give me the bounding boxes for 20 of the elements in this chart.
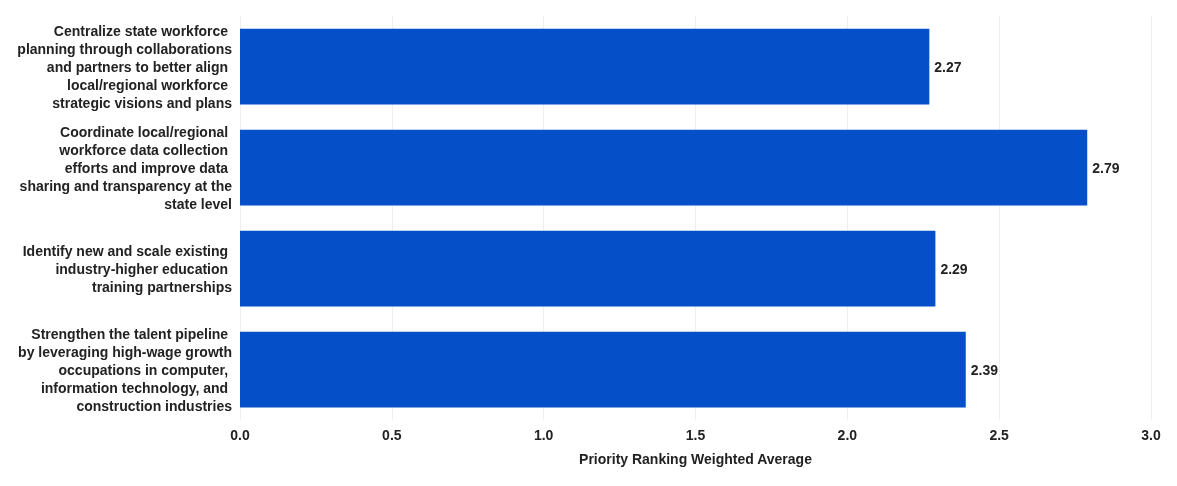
x-tick-label: 2.5 — [989, 427, 1010, 443]
y-tick-label: Identify new and scale existing industry-higher education training partnerships — [22, 242, 233, 295]
x-tick-label: 1.5 — [685, 427, 706, 443]
data-label: 2.27 — [934, 58, 962, 75]
x-tick-label: 3.0 — [1141, 427, 1161, 443]
x-tick-label: 0.0 — [230, 427, 250, 443]
bar — [240, 129, 1088, 206]
bar — [240, 331, 966, 408]
data-label: 2.79 — [1092, 159, 1120, 176]
x-tick-label: 1.0 — [533, 427, 554, 443]
bar — [240, 230, 936, 307]
y-tick-label: Coordinate local/regional workforce data collection efforts and improve data sharing and transparency at the state level — [19, 123, 233, 212]
data-label: 2.39 — [970, 361, 999, 378]
bar — [240, 28, 930, 105]
data-label: 2.29 — [940, 260, 968, 277]
x-tick-label: 2.0 — [837, 427, 858, 443]
x-tick-label: 0.5 — [382, 427, 402, 443]
y-tick-label: Centralize state workforce planning through collaborations and partners to better align local/regional workforce strategic visions and plans — [17, 22, 233, 111]
x-axis-title: Priority Ranking Weighted Average — [579, 451, 813, 467]
y-tick-label: Strengthen the talent pipeline by leveraging high-wage growth occupations in computer, information technology, and construction industries — [18, 325, 233, 414]
